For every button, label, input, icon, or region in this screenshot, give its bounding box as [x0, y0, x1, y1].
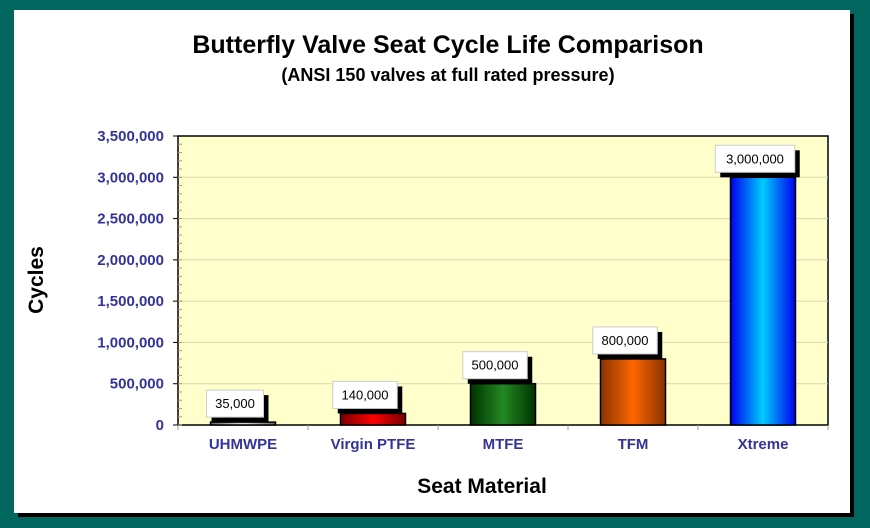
y-tick-label: 2,500,000	[97, 211, 164, 228]
y-tick-label: 1,000,000	[97, 334, 164, 351]
bar-virgin-ptfe	[339, 412, 407, 426]
y-tick-label: 3,000,000	[97, 169, 164, 186]
data-label-box	[462, 351, 528, 380]
y-tick-label: 0	[156, 417, 164, 434]
data-label-box	[206, 389, 264, 418]
data-label-box	[714, 144, 796, 173]
data-label: 800,000	[602, 333, 649, 348]
data-label: 3,000,000	[726, 151, 784, 166]
data-label-box	[592, 326, 658, 355]
x-axis-label: Seat Material	[417, 475, 547, 498]
bar-mtfe	[469, 382, 537, 426]
y-tick-label: 3,500,000	[97, 128, 164, 145]
y-axis-label: Cycles	[25, 246, 48, 314]
data-label: 140,000	[342, 387, 389, 402]
bar-xtreme	[729, 176, 797, 426]
chart-title: Butterfly Valve Seat Cycle Life Comparis…	[192, 31, 703, 59]
data-label: 500,000	[472, 358, 519, 373]
y-tick-label: 500,000	[110, 376, 164, 393]
bar-tfm	[599, 358, 667, 426]
x-tick-label: Xtreme	[738, 436, 789, 453]
x-tick-label: Virgin PTFE	[331, 436, 416, 453]
x-tick-label: MTFE	[483, 436, 524, 453]
chart-subtitle: (ANSI 150 valves at full rated pressure)	[281, 65, 614, 85]
y-tick-label: 2,000,000	[97, 252, 164, 269]
y-tick-label: 1,500,000	[97, 293, 164, 310]
data-label: 35,000	[215, 396, 255, 411]
data-label-box	[332, 380, 398, 409]
bar-uhmwpe	[209, 421, 277, 426]
x-tick-label: UHMWPE	[209, 436, 277, 453]
x-tick-label: TFM	[618, 436, 649, 453]
